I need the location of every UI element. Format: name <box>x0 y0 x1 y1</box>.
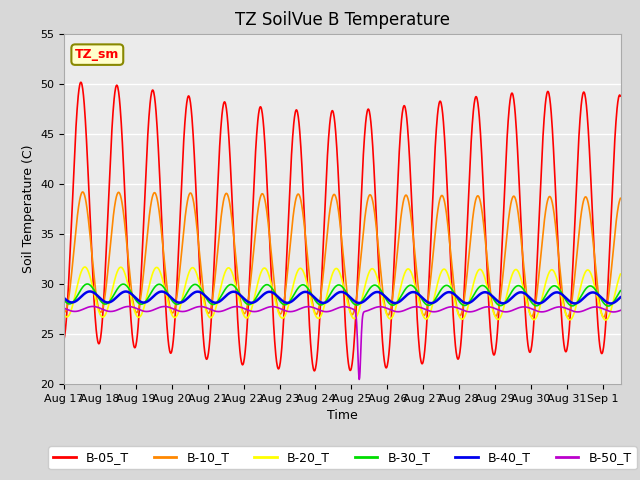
B-10_T <box>221 192 228 198</box>
B-20_T <box>616 271 624 277</box>
B-30_T <box>83 281 91 287</box>
B-10_T <box>481 238 489 243</box>
B-50_T <box>161 304 168 310</box>
B-10_T <box>60 309 68 314</box>
Line: B-05_T: B-05_T <box>64 82 620 371</box>
B-20_T <box>161 284 168 289</box>
B-40_T <box>171 298 179 303</box>
B-50_T <box>221 307 228 313</box>
B-50_T <box>482 304 490 310</box>
Line: B-10_T: B-10_T <box>64 192 620 317</box>
B-10_T <box>271 291 279 297</box>
B-40_T <box>607 300 614 306</box>
B-30_T <box>60 297 68 303</box>
B-50_T <box>271 304 279 310</box>
B-50_T <box>543 308 551 313</box>
B-10_T <box>161 258 168 264</box>
B-05_T <box>616 93 624 99</box>
B-50_T <box>89 303 97 309</box>
B-10_T <box>616 195 624 201</box>
B-30_T <box>543 290 551 296</box>
B-20_T <box>481 276 489 282</box>
Line: B-50_T: B-50_T <box>64 306 620 379</box>
B-05_T <box>77 79 84 85</box>
B-20_T <box>602 317 610 323</box>
B-05_T <box>482 239 490 244</box>
B-05_T <box>310 368 318 374</box>
B-30_T <box>161 285 168 291</box>
B-30_T <box>604 303 612 309</box>
B-30_T <box>481 284 489 289</box>
B-50_T <box>616 308 624 313</box>
B-40_T <box>481 289 489 295</box>
Title: TZ SoilVue B Temperature: TZ SoilVue B Temperature <box>235 11 450 29</box>
B-40_T <box>271 292 279 298</box>
B-40_T <box>543 296 551 301</box>
B-20_T <box>171 315 179 321</box>
B-20_T <box>60 311 68 317</box>
B-05_T <box>271 348 279 354</box>
B-30_T <box>616 288 624 294</box>
B-30_T <box>171 300 179 306</box>
Text: TZ_sm: TZ_sm <box>75 48 120 61</box>
B-05_T <box>171 319 179 325</box>
B-50_T <box>171 307 179 312</box>
B-40_T <box>161 289 168 295</box>
B-30_T <box>221 287 228 293</box>
Legend: B-05_T, B-10_T, B-20_T, B-30_T, B-40_T, B-50_T: B-05_T, B-10_T, B-20_T, B-30_T, B-40_T, … <box>48 446 637 469</box>
Line: B-20_T: B-20_T <box>64 267 620 320</box>
Line: B-30_T: B-30_T <box>64 284 620 306</box>
B-05_T <box>60 337 68 343</box>
B-20_T <box>221 270 228 276</box>
B-10_T <box>600 314 607 320</box>
B-50_T <box>355 376 363 382</box>
B-40_T <box>616 294 624 300</box>
B-05_T <box>221 99 228 105</box>
B-40_T <box>221 294 228 300</box>
B-10_T <box>543 200 551 205</box>
B-40_T <box>60 295 68 301</box>
B-10_T <box>79 189 86 195</box>
B-50_T <box>60 305 68 311</box>
B-05_T <box>543 89 551 95</box>
B-30_T <box>271 291 279 297</box>
Line: B-40_T: B-40_T <box>64 291 620 303</box>
X-axis label: Time: Time <box>327 409 358 422</box>
B-10_T <box>171 305 179 311</box>
B-20_T <box>271 299 279 304</box>
B-20_T <box>81 264 89 270</box>
B-40_T <box>86 288 93 294</box>
B-05_T <box>161 276 168 282</box>
B-20_T <box>543 275 551 281</box>
Y-axis label: Soil Temperature (C): Soil Temperature (C) <box>22 144 35 273</box>
